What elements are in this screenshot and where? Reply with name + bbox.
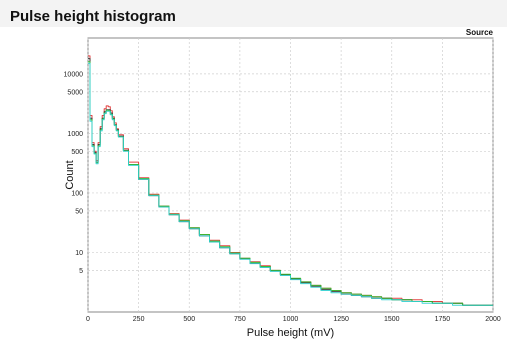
x-tick-label: 500 bbox=[183, 316, 195, 323]
x-tick-label: 1750 bbox=[435, 316, 451, 323]
x-tick-label: 2000 bbox=[485, 316, 501, 323]
y-tick-label: 10000 bbox=[64, 71, 84, 78]
series-line bbox=[88, 62, 493, 306]
legend-title: Source bbox=[466, 28, 494, 37]
y-tick-label: 1000 bbox=[67, 131, 83, 138]
y-tick-label: 100 bbox=[71, 190, 83, 197]
x-tick-label: 1500 bbox=[384, 316, 400, 323]
x-tick-label: 0 bbox=[86, 316, 90, 323]
y-tick-label: 50 bbox=[75, 208, 83, 215]
page-title: Pulse height histogram bbox=[10, 8, 176, 25]
x-tick-label: 250 bbox=[133, 316, 145, 323]
y-tick-label: 10 bbox=[75, 250, 83, 257]
y-tick-label: 500 bbox=[71, 149, 83, 156]
x-tick-label: 750 bbox=[234, 316, 246, 323]
y-axis-label: Count bbox=[64, 160, 76, 189]
x-tick-label: 1000 bbox=[283, 316, 299, 323]
x-tick-label: 1250 bbox=[333, 316, 349, 323]
x-axis-label: Pulse height (mV) bbox=[247, 327, 334, 339]
y-tick-label: 5 bbox=[79, 268, 83, 275]
y-tick-label: 5000 bbox=[67, 89, 83, 96]
